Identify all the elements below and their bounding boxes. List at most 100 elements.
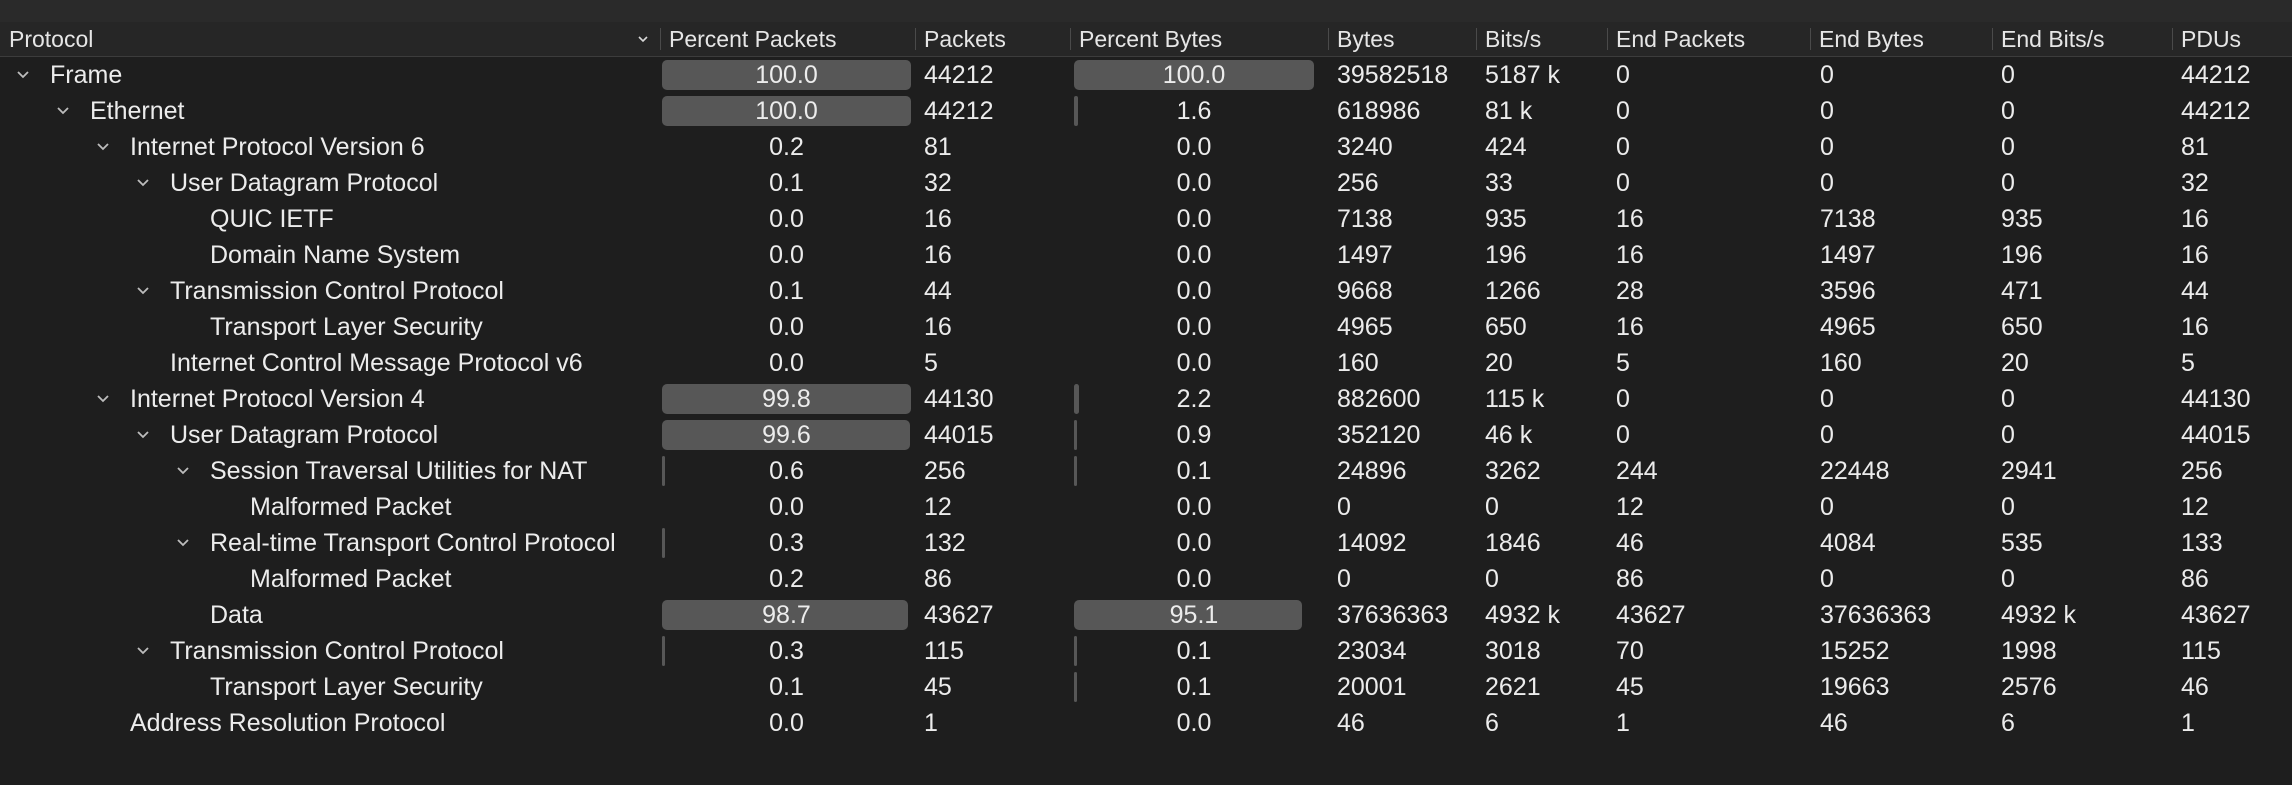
pdus-value: 16 (2181, 241, 2209, 269)
percent-packets-value: 0.0 (769, 349, 804, 377)
column-header-packets[interactable]: Packets (915, 22, 1070, 56)
table-row[interactable]: Transport Layer Security 0.1 0.1 45 20001 262… (0, 669, 2292, 705)
table-row[interactable]: Ethernet 100.0 1.6 44212 618986 81 k 0 0 0 44212 (0, 93, 2292, 129)
chevron-down-icon[interactable] (136, 178, 150, 188)
percent-bytes-value: 2.2 (1176, 385, 1212, 413)
table-row[interactable]: Real-time Transport Control Protocol 0.3 0… (0, 525, 2292, 561)
chevron-down-icon[interactable] (136, 286, 150, 296)
percent-packets-value: 99.8 (762, 385, 811, 413)
percent-bytes-bar (1074, 672, 1077, 702)
end-packets-value: 43627 (1616, 601, 1686, 629)
table-row[interactable]: Session Traversal Utilities for NAT 0.6 0.… (0, 453, 2292, 489)
column-header-end-bits-s[interactable]: End Bits/s (1992, 22, 2172, 56)
end-bits-s-value: 935 (2001, 205, 2043, 233)
percent-packets-value: 0.1 (769, 169, 804, 197)
table-row[interactable]: Internet Protocol Version 6 0.2 0.0 81 3240 4… (0, 129, 2292, 165)
bytes-value: 7138 (1337, 205, 1393, 233)
protocol-name: Internet Control Message Protocol v6 (170, 349, 583, 377)
end-bits-s-value: 20 (2001, 349, 2029, 377)
end-bits-s-value: 0 (2001, 97, 2015, 125)
bits-s-value: 81 k (1485, 97, 1533, 125)
bytes-value: 256 (1337, 169, 1379, 197)
table-row[interactable]: User Datagram Protocol 0.1 0.0 32 256 33 0 0 0 32 (0, 165, 2292, 201)
table-row[interactable]: Malformed Packet 0.0 0.0 12 0 0 12 0 0 12 (0, 489, 2292, 525)
percent-packets-value: 0.1 (769, 673, 804, 701)
bits-s-value: 935 (1485, 205, 1527, 233)
table-row[interactable]: Domain Name System 0.0 0.0 16 1497 196 16 1497 1… (0, 237, 2292, 273)
bytes-value: 160 (1337, 349, 1379, 377)
percent-bytes-value: 100.0 (1162, 61, 1226, 89)
end-bits-s-value: 4932 k (2001, 601, 2077, 629)
column-header-bytes[interactable]: Bytes (1328, 22, 1476, 56)
bytes-value: 3240 (1337, 133, 1393, 161)
chevron-down-icon[interactable] (96, 142, 110, 152)
end-bytes-value: 0 (1820, 565, 1834, 593)
chevron-down-icon[interactable] (16, 70, 30, 80)
table-row[interactable]: Data 98.7 95.1 43627 37636363 4932 k 43627 3763… (0, 597, 2292, 633)
column-header-protocol-label: Protocol (9, 26, 94, 52)
column-header-percent-packets-label: Percent Packets (669, 26, 837, 52)
end-bits-s-value: 0 (2001, 169, 2015, 197)
pdus-value: 46 (2181, 673, 2209, 701)
chevron-down-icon[interactable] (136, 430, 150, 440)
pdus-value: 1 (2181, 709, 2195, 737)
percent-bytes-bar (1074, 96, 1078, 126)
percent-bytes-value: 0.1 (1176, 673, 1212, 701)
percent-packets-bar (662, 456, 665, 486)
percent-packets-value: 100.0 (755, 97, 818, 125)
bits-s-value: 3018 (1485, 637, 1541, 665)
bytes-value: 23034 (1337, 637, 1407, 665)
percent-bytes-value: 0.0 (1176, 169, 1212, 197)
chevron-down-icon[interactable] (96, 394, 110, 404)
packets-value: 115 (924, 637, 964, 665)
chevron-down-icon[interactable] (638, 34, 648, 44)
column-header-bits-s[interactable]: Bits/s (1476, 22, 1607, 56)
bits-s-value: 3262 (1485, 457, 1541, 485)
column-header-percent-bytes[interactable]: Percent Bytes (1070, 22, 1328, 56)
packets-value: 44212 (924, 97, 994, 125)
packets-value: 132 (924, 529, 966, 557)
table-row[interactable]: Frame 100.0 100.0 44212 39582518 5187 k 0 0 0 442… (0, 57, 2292, 93)
table-row[interactable]: Transmission Control Protocol 0.3 0.1 115 23… (0, 633, 2292, 669)
pdus-value: 32 (2181, 169, 2209, 197)
percent-packets-value: 0.6 (769, 457, 804, 485)
table-row[interactable]: Internet Control Message Protocol v6 0.0 0… (0, 345, 2292, 381)
column-header-percent-packets[interactable]: Percent Packets (660, 22, 915, 56)
percent-bytes-value: 0.1 (1176, 457, 1212, 485)
chevron-down-icon[interactable] (136, 646, 150, 656)
table-row[interactable]: QUIC IETF 0.0 0.0 16 7138 935 16 7138 935 16 (0, 201, 2292, 237)
end-bytes-value: 37636363 (1820, 601, 1932, 629)
bits-s-value: 115 k (1485, 385, 1545, 413)
column-header-protocol[interactable]: Protocol (0, 22, 660, 56)
packets-value: 5 (924, 349, 938, 377)
table-row[interactable]: Transmission Control Protocol 0.1 0.0 44 966… (0, 273, 2292, 309)
end-bytes-value: 160 (1820, 349, 1862, 377)
end-bytes-value: 0 (1820, 421, 1834, 449)
column-header-end-packets[interactable]: End Packets (1607, 22, 1810, 56)
end-bytes-value: 46 (1820, 709, 1848, 737)
pdus-value: 16 (2181, 313, 2209, 341)
end-packets-value: 1 (1616, 709, 1630, 737)
chevron-down-icon[interactable] (176, 466, 190, 476)
column-header-end-bytes[interactable]: End Bytes (1810, 22, 1992, 56)
end-packets-value: 0 (1616, 169, 1630, 197)
column-header-pdus[interactable]: PDUs (2172, 22, 2292, 56)
percent-packets-bar (662, 528, 665, 558)
packets-value: 81 (924, 133, 952, 161)
table-row[interactable]: Malformed Packet 0.2 0.0 86 0 0 86 0 0 86 (0, 561, 2292, 597)
percent-bytes-bar (1074, 384, 1079, 414)
table-row[interactable]: Address Resolution Protocol 0.0 0.0 1 46 6 1 46… (0, 705, 2292, 741)
packets-value: 32 (924, 169, 952, 197)
chevron-down-icon[interactable] (56, 106, 70, 116)
table-row[interactable]: User Datagram Protocol 99.6 0.9 44015 352120… (0, 417, 2292, 453)
table-row[interactable]: Internet Protocol Version 4 99.8 2.2 44130 8… (0, 381, 2292, 417)
percent-packets-value: 0.2 (769, 565, 804, 593)
column-header-bits-s-label: Bits/s (1485, 26, 1542, 52)
bits-s-value: 1846 (1485, 529, 1541, 557)
pdus-value: 256 (2181, 457, 2223, 485)
end-bytes-value: 0 (1820, 61, 1834, 89)
chevron-down-icon[interactable] (176, 538, 190, 548)
table-row[interactable]: Transport Layer Security 0.0 0.0 16 4965 650 1… (0, 309, 2292, 345)
protocol-name: QUIC IETF (210, 205, 334, 233)
column-header-percent-bytes-label: Percent Bytes (1079, 26, 1223, 52)
